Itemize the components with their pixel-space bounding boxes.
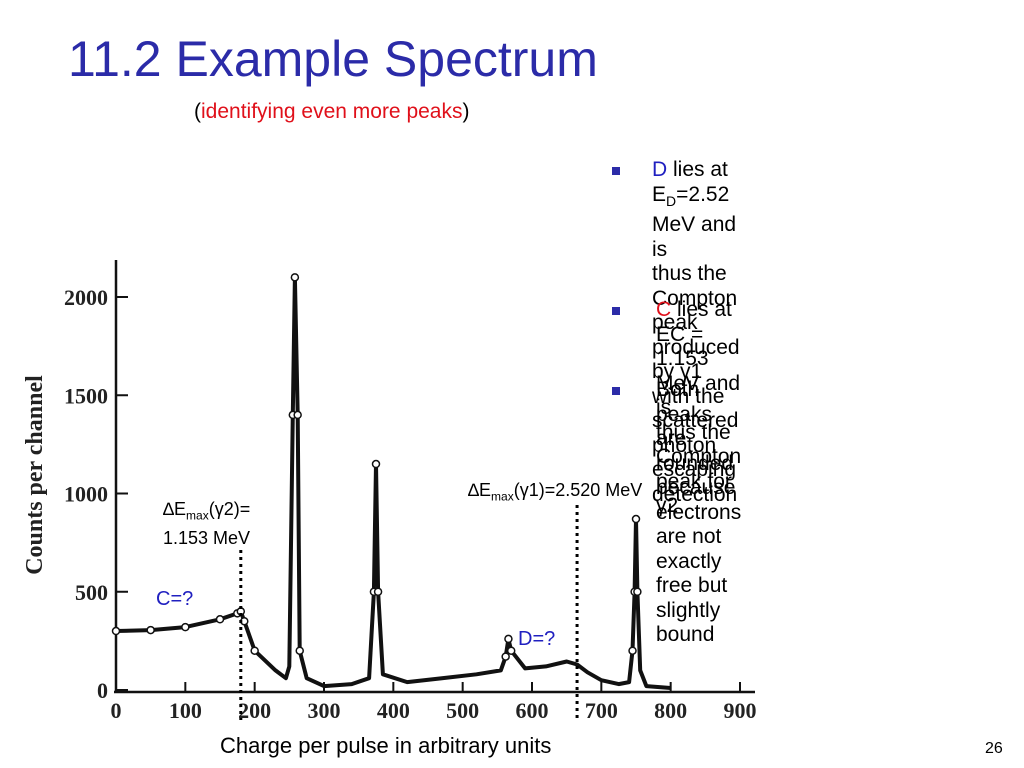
emax-text: (γ1)=2.520 MeV: [513, 480, 643, 500]
y-tick-label: 1500: [64, 383, 108, 408]
bullet-keyword: C: [656, 298, 672, 321]
y-tick-label: 0: [97, 678, 108, 703]
bullet-text: C lies at EC = 1.153 MeV and is thus the…: [656, 298, 741, 519]
subtitle-close-paren: ): [462, 100, 470, 123]
data-point: [371, 459, 381, 469]
data-point: [250, 646, 259, 655]
bullet-line: lies at E: [652, 158, 728, 206]
x-tick-label: 900: [724, 698, 757, 723]
data-point: [501, 652, 510, 661]
data-point: [506, 646, 516, 655]
spectrum-line: [115, 275, 671, 690]
bullet-line: exactly free but slightly bound: [656, 549, 728, 647]
slide-title: 11.2 Example Spectrum: [68, 31, 598, 87]
data-point: [628, 646, 637, 655]
subtitle-open-paren: (: [194, 100, 201, 123]
bullet-line: Both peaks are rounded: [656, 378, 734, 475]
bullet-line: detection: [652, 482, 738, 506]
bullet-text: Both peaks are rounded because electrons…: [656, 378, 741, 648]
x-tick-label: 700: [585, 698, 618, 723]
bullet-square-icon: [612, 307, 620, 315]
emax-gamma1-label: ∆Emax(γ1)=2.520 MeV: [468, 478, 642, 509]
bullet-line: thus the Compton peak: [652, 262, 738, 335]
bullet-text: D lies at ED=2.52 MeV and is thus the Co…: [652, 158, 740, 507]
bullet-line: scattered photon escaping: [652, 409, 739, 482]
bullet-subscript: D: [666, 192, 677, 209]
emax-subscript: max: [491, 489, 514, 504]
emax-text: ∆E: [468, 480, 492, 500]
data-point: [111, 626, 121, 636]
y-tick-label: 500: [75, 580, 108, 605]
x-axis-caption: Charge per pulse in arbitrary units: [220, 733, 552, 758]
bullet-line: produced by γ1 with the: [652, 335, 740, 408]
x-tick-label: 100: [169, 698, 202, 723]
emax-subscript: max: [186, 508, 209, 523]
data-point: [633, 587, 642, 596]
y-axis-label: Counts per channel: [22, 375, 48, 575]
d-peak-label: D=?: [518, 628, 556, 650]
data-point: [373, 587, 383, 596]
x-tick-label: 0: [111, 698, 122, 723]
bullet-line: because electrons are not: [656, 476, 742, 548]
emax-text: ∆E: [163, 499, 187, 519]
x-tick-label: 200: [238, 698, 271, 723]
emax-gamma2-value: 1.153 MeV: [163, 528, 251, 548]
emax-gamma2-label: ∆Emax(γ2)=: [163, 497, 250, 528]
data-point: [504, 634, 513, 644]
data-point: [293, 410, 302, 420]
x-tick-label: 600: [516, 698, 549, 723]
bullet-line: =2.52 MeV and is: [652, 182, 737, 261]
x-tick-label: 300: [308, 698, 341, 723]
y-tick-label: 1000: [64, 482, 108, 507]
bullet-keyword: D: [652, 158, 668, 181]
y-tick-label: 2000: [64, 285, 108, 310]
data-point: [181, 622, 190, 632]
data-point: [631, 514, 641, 524]
bullet-square-icon: [612, 387, 620, 395]
subtitle-highlight: identifying even more peaks: [201, 100, 463, 123]
emax-text: (γ2)=: [208, 499, 251, 519]
slide-subtitle: (identifying even more peaks): [194, 100, 470, 124]
data-point: [290, 273, 300, 282]
data-point: [215, 615, 225, 624]
bullet-square-icon: [612, 167, 620, 175]
x-tick-label: 800: [654, 698, 687, 723]
bullet-line: thus the Compton peak for γ2: [656, 420, 742, 518]
x-tick-label: 400: [377, 698, 410, 723]
data-point: [146, 625, 155, 635]
x-tick-label: 500: [446, 698, 479, 723]
bullet-line: lies at EC = 1.153 MeV and is: [656, 298, 741, 419]
data-point: [295, 646, 304, 655]
c-peak-label: C=?: [156, 588, 194, 610]
slide-number: 26: [985, 740, 1003, 757]
